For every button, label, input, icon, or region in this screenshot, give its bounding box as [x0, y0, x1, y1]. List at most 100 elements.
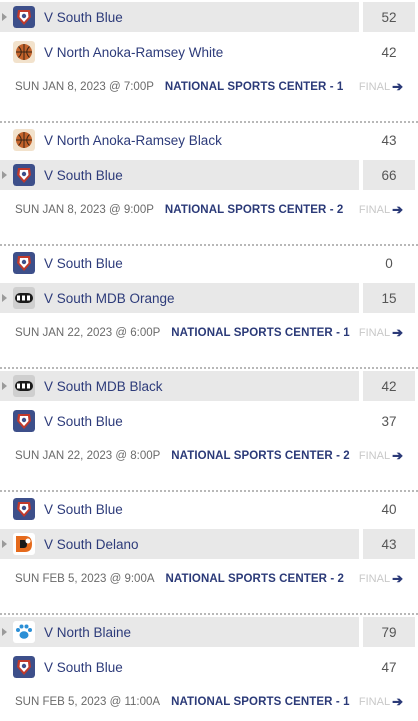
arrow-right-icon[interactable]: ➔ [392, 202, 403, 217]
team-row[interactable]: V South Blue 47 [0, 652, 418, 682]
final-status: FINAL [358, 204, 391, 216]
paw-logo [13, 621, 35, 643]
basketball-logo [13, 129, 35, 151]
team-row[interactable]: V South MDB Orange 15 [0, 283, 418, 313]
expand-arrow-icon[interactable] [0, 406, 12, 436]
game-divider [0, 613, 418, 615]
game-datetime: SUN JAN 22, 2023 @ 8:00P [15, 450, 161, 462]
team-name[interactable]: V South MDB Orange [44, 290, 175, 306]
game-card: V South Blue 40 V South Delano 43 SUN FEB 5,… [0, 494, 418, 615]
venue-link[interactable]: NATIONAL SPORTS CENTER - 1 [171, 696, 350, 708]
expand-arrow-icon[interactable] [0, 652, 12, 682]
team-name[interactable]: V South Blue [44, 501, 123, 517]
expand-arrow-icon[interactable] [0, 617, 12, 647]
team-row[interactable]: V North Anoka-Ramsey Black 43 [0, 125, 418, 155]
team-name[interactable]: V South Blue [44, 659, 123, 675]
game-card: V South Blue 52 V North Anoka-Ramsey White… [0, 2, 418, 123]
final-link[interactable]: FINAL ➔ [359, 448, 403, 464]
south-blue-logo [13, 410, 35, 432]
mdb-logo [13, 375, 35, 397]
venue-link[interactable]: NATIONAL SPORTS CENTER - 1 [171, 327, 350, 339]
team-name[interactable]: V South Delano [44, 536, 139, 552]
team-score: 47 [381, 659, 397, 675]
expand-arrow-icon[interactable] [0, 125, 12, 155]
team-row[interactable]: V North Anoka-Ramsey White 42 [0, 37, 418, 67]
team-name[interactable]: V South Blue [44, 255, 123, 271]
final-link[interactable]: FINAL ➔ [359, 79, 403, 95]
team-score: 43 [381, 132, 397, 148]
team-row[interactable]: V South Delano 43 [0, 529, 418, 559]
team-row[interactable]: V South Blue 0 [0, 248, 418, 278]
team-row[interactable]: V South Blue 37 [0, 406, 418, 436]
final-link[interactable]: FINAL ➔ [359, 325, 403, 341]
team-cell[interactable]: V South MDB Black [0, 371, 359, 401]
team-cell[interactable]: V South Blue [0, 406, 359, 436]
game-info-row: SUN FEB 5, 2023 @ 9:00A NATIONAL SPORTS C… [0, 564, 418, 594]
team-cell[interactable]: V South Blue [0, 652, 359, 682]
team-cell[interactable]: V South Blue [0, 248, 359, 278]
expand-arrow-icon[interactable] [0, 160, 12, 190]
game-info-row: SUN JAN 22, 2023 @ 6:00P NATIONAL SPORTS … [0, 318, 418, 348]
team-cell[interactable]: V North Anoka-Ramsey White [0, 37, 359, 67]
final-status: FINAL [358, 696, 391, 708]
final-status: FINAL [358, 573, 391, 585]
team-score: 43 [363, 529, 415, 559]
expand-arrow-icon[interactable] [0, 494, 12, 524]
game-info-row: SUN JAN 8, 2023 @ 9:00P NATIONAL SPORTS C… [0, 195, 418, 225]
team-row[interactable]: V South Blue 66 [0, 160, 418, 190]
arrow-right-icon[interactable]: ➔ [392, 448, 403, 463]
team-cell[interactable]: V South Blue [0, 494, 359, 524]
expand-arrow-icon[interactable] [0, 248, 12, 278]
final-link[interactable]: FINAL ➔ [359, 202, 403, 218]
team-name[interactable]: V North Anoka-Ramsey White [44, 44, 224, 60]
team-row[interactable]: V South MDB Black 42 [0, 371, 418, 401]
arrow-right-icon[interactable]: ➔ [392, 694, 403, 709]
final-status: FINAL [358, 327, 391, 339]
game-divider [0, 244, 418, 246]
final-status: FINAL [358, 450, 391, 462]
team-name[interactable]: V South Blue [44, 167, 123, 183]
arrow-right-icon[interactable]: ➔ [392, 571, 403, 586]
team-cell[interactable]: V South Blue [0, 2, 359, 32]
game-card: V South Blue 0 V South MDB Orange 15 SUN JAN… [0, 248, 418, 369]
expand-arrow-icon[interactable] [0, 37, 12, 67]
game-datetime: SUN JAN 8, 2023 @ 7:00P [15, 81, 154, 93]
arrow-right-icon[interactable]: ➔ [392, 325, 403, 340]
south-blue-logo [13, 656, 35, 678]
team-name[interactable]: V South Blue [44, 9, 123, 25]
team-name[interactable]: V South Blue [44, 413, 123, 429]
team-name[interactable]: V South MDB Black [44, 378, 163, 394]
final-link[interactable]: FINAL ➔ [359, 694, 403, 710]
game-divider [0, 121, 418, 123]
final-link[interactable]: FINAL ➔ [359, 571, 403, 587]
team-row[interactable]: V North Blaine 79 [0, 617, 418, 647]
game-datetime: SUN JAN 8, 2023 @ 9:00P [15, 204, 154, 216]
expand-arrow-icon[interactable] [0, 371, 12, 401]
game-divider [0, 490, 418, 492]
expand-arrow-icon[interactable] [0, 529, 12, 559]
expand-arrow-icon[interactable] [0, 283, 12, 313]
venue-link[interactable]: NATIONAL SPORTS CENTER - 2 [164, 204, 344, 216]
team-row[interactable]: V South Blue 40 [0, 494, 418, 524]
team-row[interactable]: V South Blue 52 [0, 2, 418, 32]
team-name[interactable]: V North Anoka-Ramsey Black [44, 132, 222, 148]
game-datetime: SUN JAN 22, 2023 @ 6:00P [15, 327, 161, 339]
venue-link[interactable]: NATIONAL SPORTS CENTER - 2 [171, 450, 350, 462]
game-card: V North Blaine 79 V South Blue 47 SUN FEB 5,… [0, 617, 418, 721]
team-score: 42 [381, 44, 397, 60]
team-cell[interactable]: V South Blue [0, 160, 359, 190]
team-cell[interactable]: V North Blaine [0, 617, 359, 647]
venue-link[interactable]: NATIONAL SPORTS CENTER - 2 [165, 573, 345, 585]
arrow-right-icon[interactable]: ➔ [392, 79, 403, 94]
game-divider [0, 367, 418, 369]
team-cell[interactable]: V South Delano [0, 529, 359, 559]
game-info-row: SUN JAN 8, 2023 @ 7:00P NATIONAL SPORTS C… [0, 72, 418, 102]
final-status: FINAL [358, 81, 391, 93]
team-cell[interactable]: V South MDB Orange [0, 283, 359, 313]
team-name[interactable]: V North Blaine [44, 624, 132, 640]
expand-arrow-icon[interactable] [0, 2, 12, 32]
basketball-logo [13, 41, 35, 63]
team-score: 52 [363, 2, 415, 32]
venue-link[interactable]: NATIONAL SPORTS CENTER - 1 [164, 81, 344, 93]
team-cell[interactable]: V North Anoka-Ramsey Black [0, 125, 359, 155]
